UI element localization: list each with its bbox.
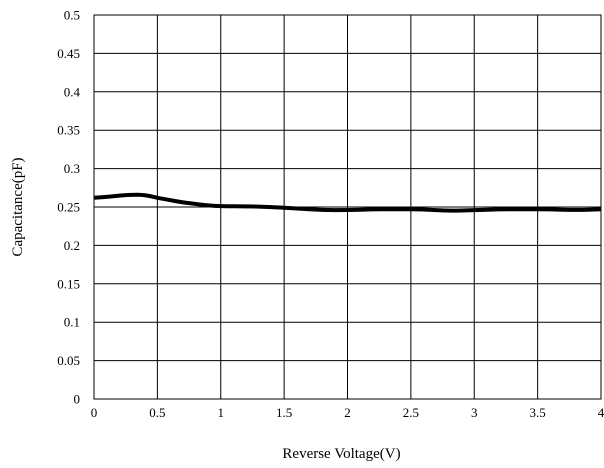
grid xyxy=(93,14,602,400)
y-tick-label: 0.05 xyxy=(57,353,80,368)
y-tick-label: 0.4 xyxy=(64,84,81,99)
x-tick-label: 3.5 xyxy=(530,405,546,420)
x-tick-label: 2.5 xyxy=(403,405,419,420)
y-tick-label: 0.15 xyxy=(57,276,80,291)
x-tick-label: 0 xyxy=(91,405,98,420)
y-tick-label: 0.5 xyxy=(64,8,80,23)
x-tick-label: 4 xyxy=(598,405,604,420)
x-tick-label: 3 xyxy=(471,405,478,420)
y-tick-label: 0.1 xyxy=(64,315,80,330)
y-axis-title: Capacitance(pF) xyxy=(10,157,26,256)
y-tick-label: 0.25 xyxy=(57,200,80,215)
y-tick-label: 0.35 xyxy=(57,123,80,138)
series-line-0 xyxy=(93,192,602,213)
y-tick-label: 0.45 xyxy=(57,46,80,61)
x-tick-label: 1 xyxy=(218,405,225,420)
x-tick-label: 2 xyxy=(344,405,351,420)
x-tick-label: 1.5 xyxy=(276,405,292,420)
tick-labels: 0 0.5 1 1.5 2 2.5 3 3.5 4 0 0.05 0.1 0.15 0.2 0.25 0.3 0… xyxy=(57,8,604,421)
y-tick-label: 0.3 xyxy=(64,161,80,176)
x-axis-title: Reverse Voltage(V) xyxy=(282,446,400,462)
plot-frame xyxy=(93,14,602,400)
x-tick-label: 0.5 xyxy=(149,405,165,420)
y-tick-label: 0 xyxy=(74,392,81,407)
y-tick-label: 0.2 xyxy=(64,238,80,253)
plot-lines xyxy=(93,192,602,213)
